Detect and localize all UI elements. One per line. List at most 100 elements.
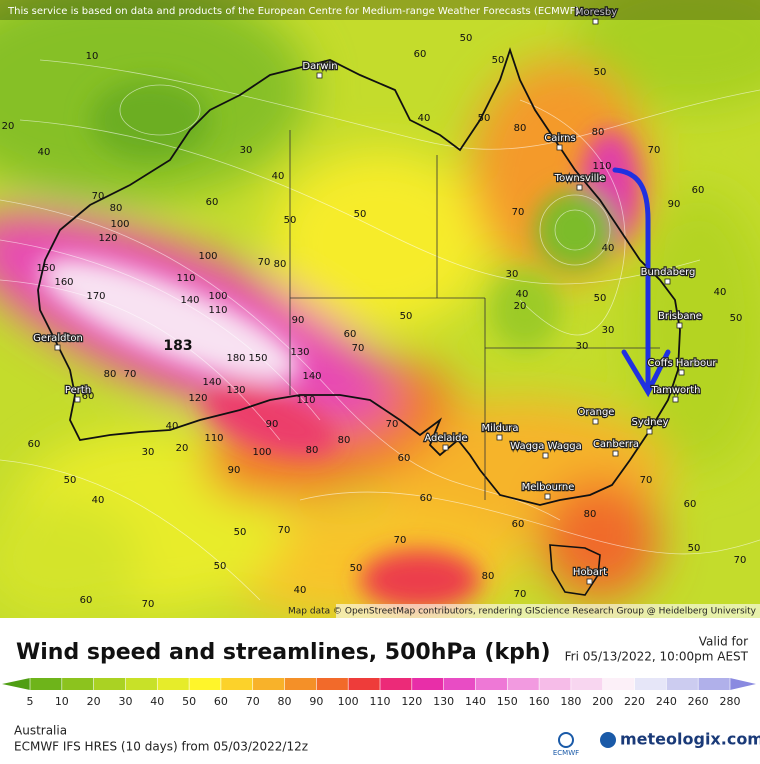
wind-label: 80 [514, 123, 527, 134]
wind-label: 60 [82, 391, 95, 402]
city-label: Orange [578, 407, 615, 418]
wind-label: 70 [92, 191, 105, 202]
city-label: Bundaberg [641, 267, 696, 278]
wind-label: 70 [278, 525, 291, 536]
city-label: Perth [65, 385, 91, 396]
wind-label: 50 [354, 209, 367, 220]
title: Wind speed and streamlines, 500hPa (kph) [16, 640, 551, 665]
wind-label: 160 [54, 277, 73, 288]
wind-label: 50 [730, 313, 743, 324]
meteologix-icon [600, 732, 616, 748]
wind-label: 170 [86, 291, 105, 302]
legend-tick-label: 60 [214, 695, 228, 708]
legend-tick-label: 50 [182, 695, 196, 708]
legend-tick-label: 100 [338, 695, 359, 708]
city-label: Melbourne [522, 482, 575, 493]
legend-swatch [411, 678, 445, 690]
valid-time: Fri 05/13/2022, 10:00pm AEST [565, 650, 749, 664]
city-marker [592, 18, 599, 25]
wind-label: 70 [394, 535, 407, 546]
wind-label: 80 [482, 571, 495, 582]
wind-label: 110 [592, 161, 611, 172]
wind-label: 60 [414, 49, 427, 60]
wind-label: 180 [226, 353, 245, 364]
wind-label: 80 [592, 127, 605, 138]
wind-label: 60 [28, 439, 41, 450]
wind-label: 80 [306, 445, 319, 456]
wind-label: 80 [338, 435, 351, 446]
legend-tick-label: 5 [27, 695, 34, 708]
wind-label: 70 [734, 555, 747, 566]
legend-swatch [30, 678, 63, 690]
ecmwf-icon [558, 732, 574, 748]
wind-label: 20 [2, 121, 15, 132]
wind-label: 80 [104, 369, 117, 380]
legend-tick-label: 140 [465, 695, 486, 708]
wind-label: 50 [492, 55, 505, 66]
wind-label: 183 [163, 338, 192, 354]
wind-label: 60 [684, 499, 697, 510]
city-marker [542, 452, 549, 459]
banner: This service is based on data and produc… [7, 6, 579, 17]
legend-swatch [157, 678, 190, 690]
wind-label: 50 [594, 67, 607, 78]
city-marker [676, 322, 683, 329]
attribution: Map data © OpenStreetMap contributors, r… [288, 607, 757, 617]
legend-tick-label: 70 [246, 695, 260, 708]
legend-swatch [61, 678, 95, 690]
legend-tick-label: 40 [150, 695, 164, 708]
legend-swatch [348, 678, 381, 690]
legend-tick-label: 10 [55, 695, 69, 708]
wind-label: 10 [86, 51, 99, 62]
legend-tick-label: 130 [433, 695, 454, 708]
wind-label: 90 [266, 419, 279, 430]
legend-swatch [380, 678, 413, 690]
wind-label: 110 [176, 273, 195, 284]
region: Australia [14, 724, 67, 738]
city-label: Geraldton [33, 333, 83, 344]
valid-label: Valid for [699, 635, 748, 649]
wind-label: 120 [188, 393, 207, 404]
legend-swatch [316, 678, 349, 690]
wind-label: 40 [516, 289, 529, 300]
legend-tick-label: 180 [560, 695, 581, 708]
city-marker [586, 578, 593, 585]
city-marker [74, 396, 81, 403]
wind-label: 70 [640, 475, 653, 486]
wind-label: 60 [692, 185, 705, 196]
city-marker [316, 72, 323, 79]
city-label: Sydney [631, 417, 668, 428]
wind-label: 70 [514, 589, 527, 600]
city-label: Darwin [302, 61, 337, 72]
city-label: Townsville [554, 173, 606, 184]
wind-label: 50 [350, 563, 363, 574]
model: ECMWF IFS HRES (10 days) from 05/03/2022… [14, 740, 308, 754]
city-marker [544, 493, 551, 500]
tasmania [549, 544, 601, 596]
legend-tick-label: 280 [720, 695, 741, 708]
wind-label: 140 [180, 295, 199, 306]
city-marker [678, 369, 685, 376]
logo-left: ECMWF [553, 749, 579, 757]
arrow [612, 167, 671, 398]
wind-label: 50 [460, 33, 473, 44]
coastline [37, 47, 681, 506]
legend-swatch [698, 678, 731, 690]
legend-tick-label: 110 [370, 695, 391, 708]
city-marker [576, 184, 583, 191]
wind-label: 50 [64, 475, 77, 486]
wind-label: 40 [92, 495, 105, 506]
legend-tick-label: 20 [87, 695, 101, 708]
wind-label: 100 [110, 219, 129, 230]
legend-swatch [443, 678, 476, 690]
city-label: Cairns [544, 133, 575, 144]
legend-tick-label: 150 [497, 695, 518, 708]
legend-tick-label: 220 [624, 695, 645, 708]
wind-label: 50 [594, 293, 607, 304]
wind-label: 140 [202, 377, 221, 388]
wind-label: 70 [512, 207, 525, 218]
logo-right[interactable]: meteologix.com [620, 730, 760, 749]
city-marker [672, 396, 679, 403]
